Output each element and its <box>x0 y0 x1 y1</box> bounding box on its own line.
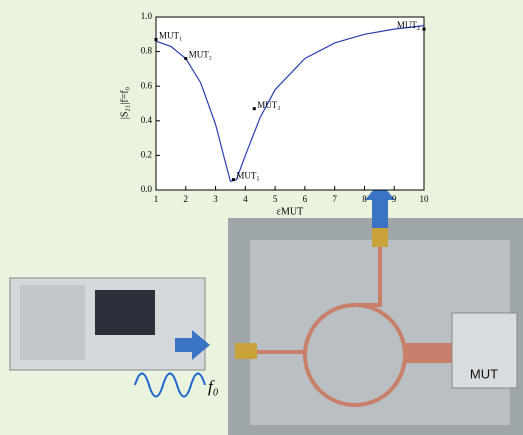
arrow <box>175 330 210 360</box>
x-tick-label: 7 <box>332 194 337 204</box>
point-label: MUT₂ <box>189 50 212 60</box>
point <box>184 57 188 61</box>
feed-top <box>355 245 382 307</box>
point <box>422 27 426 31</box>
connector <box>372 225 388 247</box>
x-tick-label: 1 <box>154 194 159 204</box>
point <box>231 178 235 182</box>
pad <box>405 343 455 363</box>
x-tick-label: 2 <box>184 194 189 204</box>
y-tick-label: 0.8 <box>141 46 153 56</box>
x-tick-label: 3 <box>213 194 218 204</box>
point-label: MUT₅ <box>236 171 259 181</box>
y-axis-label: |S₂₁|f=f₀ <box>119 86 130 119</box>
x-axis-label: εMUT <box>277 206 303 217</box>
analyzer-screen <box>95 290 155 335</box>
y-tick-label: 0.4 <box>141 115 153 125</box>
point-label: MUT₃ <box>257 100 280 110</box>
y-tick-label: 0.0 <box>141 184 153 194</box>
curve <box>155 25 425 183</box>
point <box>154 37 158 41</box>
plot-area <box>155 16 425 191</box>
x-tick-label: 9 <box>392 194 397 204</box>
connector <box>235 343 257 359</box>
point <box>252 107 256 111</box>
x-tick-label: 8 <box>362 194 367 204</box>
y-tick-label: 1.0 <box>141 11 153 21</box>
signal-wave <box>134 372 206 398</box>
arrow <box>365 182 395 228</box>
sample <box>451 312 518 389</box>
signal-label: f₀ <box>208 377 219 396</box>
x-tick-label: 10 <box>420 194 430 204</box>
point-label: MUT₄ <box>397 20 420 30</box>
y-tick-label: 0.2 <box>141 149 152 159</box>
analyzer-panel <box>20 285 85 360</box>
x-tick-label: 6 <box>303 194 308 204</box>
y-tick-label: 0.6 <box>141 80 153 90</box>
point-label: MUT₁ <box>159 31 182 41</box>
x-tick-label: 5 <box>273 194 278 204</box>
x-tick-label: 4 <box>243 194 248 204</box>
sample-label: MUT <box>470 366 498 381</box>
